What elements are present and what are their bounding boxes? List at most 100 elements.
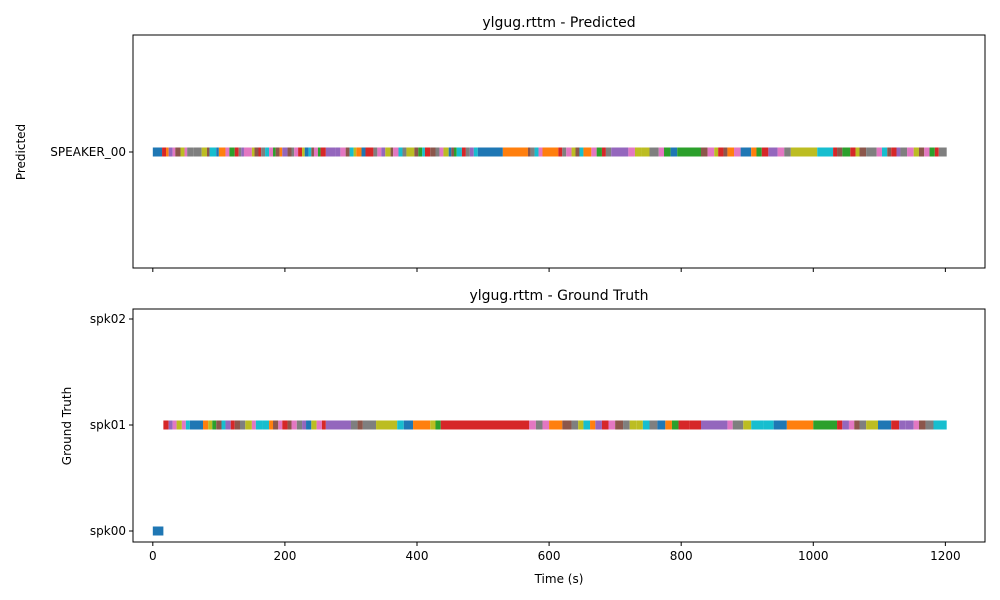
segment-spk01	[763, 420, 774, 430]
chart-title: ylgug.rttm - Ground Truth	[469, 288, 648, 304]
segment-SPEAKER_00	[473, 147, 478, 157]
segment-SPEAKER_00	[451, 147, 454, 157]
segment-SPEAKER_00	[881, 147, 888, 157]
segment-SPEAKER_00	[855, 147, 860, 157]
segment-SPEAKER_00	[187, 147, 194, 157]
segment-spk01	[608, 420, 616, 430]
segment-SPEAKER_00	[677, 147, 701, 157]
segment-SPEAKER_00	[929, 147, 935, 157]
segment-SPEAKER_00	[304, 147, 309, 157]
predicted-segments	[152, 147, 947, 157]
y-axis-label: Predicted	[14, 124, 28, 180]
segment-spk01	[615, 420, 624, 430]
segment-spk01	[727, 420, 733, 430]
segment-SPEAKER_00	[601, 147, 606, 157]
segment-SPEAKER_00	[287, 147, 292, 157]
segment-spk01	[837, 420, 843, 430]
segment-spk01	[732, 420, 744, 430]
segment-spk01	[701, 420, 728, 430]
segment-SPEAKER_00	[241, 147, 244, 157]
segment-SPEAKER_00	[175, 147, 181, 157]
segment-spk01	[357, 420, 363, 430]
segment-SPEAKER_00	[422, 147, 425, 157]
ground-truth-y-ticks: spk00 spk01 spk02	[90, 312, 133, 538]
segment-SPEAKER_00	[837, 147, 843, 157]
segment-SPEAKER_00	[583, 147, 592, 157]
segment-spk01	[225, 420, 231, 430]
segment-SPEAKER_00	[393, 147, 399, 157]
panel-predicted: SPEAKER_00 ylgug.rttm - Predicted Predic…	[14, 15, 986, 272]
segment-SPEAKER_00	[891, 147, 897, 157]
segment-spk01	[435, 420, 441, 430]
segment-spk01	[623, 420, 630, 430]
segment-spk01	[321, 420, 326, 430]
segment-SPEAKER_00	[162, 147, 167, 157]
segment-spk01	[743, 420, 752, 430]
x-tick-label: 1200	[930, 549, 961, 563]
y-tick-label: SPEAKER_00	[50, 145, 126, 159]
segment-SPEAKER_00	[180, 147, 185, 157]
segment-SPEAKER_00	[335, 147, 341, 157]
segment-SPEAKER_00	[887, 147, 892, 157]
segment-spk01	[578, 420, 584, 430]
segment-spk01	[918, 420, 926, 430]
segment-SPEAKER_00	[302, 147, 305, 157]
segment-SPEAKER_00	[534, 147, 539, 157]
segment-SPEAKER_00	[558, 147, 563, 157]
segment-spk01	[311, 420, 317, 430]
segment-SPEAKER_00	[385, 147, 391, 157]
segment-spk01	[665, 420, 672, 430]
segment-SPEAKER_00	[714, 147, 719, 157]
segment-spk01	[168, 420, 173, 430]
x-tick-label: 800	[670, 549, 693, 563]
segment-SPEAKER_00	[900, 147, 908, 157]
segment-SPEAKER_00	[443, 147, 449, 157]
segment-SPEAKER_00	[596, 147, 602, 157]
segment-SPEAKER_00	[768, 147, 778, 157]
segment-spk01	[176, 420, 182, 430]
segment-spk01	[786, 420, 814, 430]
segment-SPEAKER_00	[649, 147, 659, 157]
segment-SPEAKER_00	[298, 147, 303, 157]
segment-SPEAKER_00	[924, 147, 930, 157]
segment-spk00	[152, 526, 164, 536]
segment-spk01	[212, 420, 217, 430]
segment-SPEAKER_00	[611, 147, 629, 157]
segment-SPEAKER_00	[456, 147, 462, 157]
x-tick-label: 0	[149, 549, 157, 563]
segment-spk01	[302, 420, 307, 430]
segment-SPEAKER_00	[402, 147, 407, 157]
segment-spk01	[413, 420, 431, 430]
segment-SPEAKER_00	[406, 147, 415, 157]
segment-SPEAKER_00	[571, 147, 576, 157]
segment-SPEAKER_00	[435, 147, 440, 157]
segment-spk01	[203, 420, 209, 430]
segment-spk01	[296, 420, 303, 430]
segment-SPEAKER_00	[934, 147, 939, 157]
segment-spk01	[542, 420, 550, 430]
segment-SPEAKER_00	[418, 147, 423, 157]
segment-spk01	[601, 420, 609, 430]
segment-spk01	[430, 420, 436, 430]
segment-spk01	[913, 420, 919, 430]
segment-spk01	[848, 420, 855, 430]
segment-SPEAKER_00	[850, 147, 856, 157]
segment-SPEAKER_00	[313, 147, 318, 157]
segment-SPEAKER_00	[325, 147, 336, 157]
segment-SPEAKER_00	[361, 147, 366, 157]
segment-spk01	[397, 420, 404, 430]
segment-SPEAKER_00	[317, 147, 321, 157]
segment-spk01	[571, 420, 579, 430]
segment-SPEAKER_00	[345, 147, 350, 157]
segment-SPEAKER_00	[291, 147, 295, 157]
ground-truth-x-ticks: 0 200 400 600 800 1000 1200	[149, 542, 961, 563]
segment-SPEAKER_00	[876, 147, 882, 157]
segment-spk01	[278, 420, 283, 430]
segment-SPEAKER_00	[761, 147, 769, 157]
segment-SPEAKER_00	[591, 147, 597, 157]
segment-SPEAKER_00	[201, 147, 207, 157]
segment-SPEAKER_00	[527, 147, 531, 157]
segment-SPEAKER_00	[398, 147, 403, 157]
segment-spk01	[306, 420, 312, 430]
segment-spk01	[287, 420, 292, 430]
